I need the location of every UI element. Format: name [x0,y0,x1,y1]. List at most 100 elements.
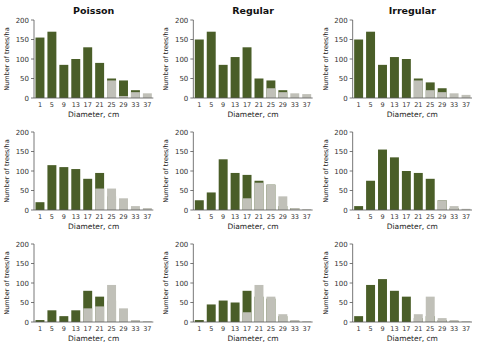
y-tick-label: 100 [175,168,188,176]
bar [438,88,447,98]
bar [59,316,68,322]
x-tick-label: 29 [438,213,446,221]
bar [83,179,92,210]
bar [414,173,423,210]
x-tick-label: 17 [84,101,92,109]
x-tick-label: 21 [414,325,422,333]
x-tick-label: 9 [62,325,66,333]
y-tick [350,98,353,99]
bar [266,80,275,98]
y-axis-label: Number of trees/ha [3,27,11,90]
x-axis [353,210,472,211]
x-tick-label: 13 [231,325,239,333]
x-tick-label: 13 [72,325,80,333]
figure: 05010015020015913172125293337Diameter, c… [0,0,478,358]
x-tick-label: 21 [255,101,263,109]
y-tick-label: 0 [184,207,188,215]
bar [195,40,204,99]
bar [278,90,287,98]
x-tick-label: 5 [368,325,372,333]
bar [83,47,92,98]
x-tick-label: 25 [267,213,275,221]
bars [354,150,470,210]
y-tick [31,263,34,264]
bar [231,57,240,98]
y-tick [350,59,353,60]
x-tick-label: 13 [390,213,398,221]
y-tick [31,302,34,303]
y-axis-label: Number of trees/ha [162,139,170,202]
y-tick-label: 50 [339,75,348,83]
y-tick [31,322,34,323]
y-tick-label: 200 [334,241,347,249]
y-tick-label: 0 [25,95,29,103]
y-tick [350,171,353,172]
y-axis-label: Number of trees/ha [322,27,330,90]
bar [243,175,252,210]
x-tick-label: 13 [231,101,239,109]
x-tick-label: 9 [221,101,225,109]
y-tick [350,210,353,211]
x-tick-label: 1 [357,325,361,333]
y-axis-label: Number of trees/ha [3,139,11,202]
bar [35,202,44,210]
bar [378,150,387,210]
x-tick-label: 9 [62,101,66,109]
y-tick-label: 100 [175,56,188,64]
y-tick [31,59,34,60]
y-tick [350,20,353,21]
x-axis-label: Diameter, cm [68,222,119,231]
x-tick-label: 25 [426,101,434,109]
x-tick-label: 1 [357,101,361,109]
x-axis [34,98,153,99]
y-tick-label: 100 [334,56,347,64]
y-tick [350,244,353,245]
y-axis-label: Number of trees/ha [322,251,330,314]
y-tick [190,322,193,323]
bar [278,314,287,322]
bar [119,308,128,322]
bar [366,181,375,210]
x-tick-label: 5 [368,213,372,221]
y-tick [350,132,353,133]
y-tick-label: 50 [20,75,29,83]
x-axis [193,210,312,211]
y-tick [31,39,34,40]
x-tick-label: 1 [197,325,201,333]
x-tick-label: 5 [209,325,213,333]
y-tick-label: 150 [16,36,29,44]
y-axis [34,244,35,322]
bar [450,206,459,210]
x-tick-label: 37 [143,101,151,109]
bar [402,59,411,98]
x-tick-label: 21 [255,325,263,333]
y-axis-label: Number of trees/ha [162,27,170,90]
y-tick [350,302,353,303]
y-tick-label: 200 [334,17,347,25]
bars [195,159,311,210]
y-tick-label: 100 [334,280,347,288]
x-tick-label: 33 [450,213,458,221]
x-tick-label: 9 [221,325,225,333]
y-tick [190,302,193,303]
bar [119,80,128,98]
y-tick-label: 100 [16,168,29,176]
bars [35,32,151,98]
y-tick-label: 0 [184,95,188,103]
bar [354,40,363,99]
bar [243,198,252,210]
x-tick-label: 9 [380,325,384,333]
bar [59,167,68,210]
y-tick-label: 100 [175,280,188,288]
x-tick-label: 33 [131,101,139,109]
y-tick-label: 0 [25,207,29,215]
x-axis-label: Diameter, cm [227,222,278,231]
y-tick [190,20,193,21]
bar [95,63,104,98]
bar [414,79,423,99]
y-tick [190,244,193,245]
title: Irregular [389,5,437,16]
y-tick [31,151,34,152]
panel: 05010015020015913172125293337Diameter, c… [3,5,153,119]
x-tick-label: 21 [414,213,422,221]
